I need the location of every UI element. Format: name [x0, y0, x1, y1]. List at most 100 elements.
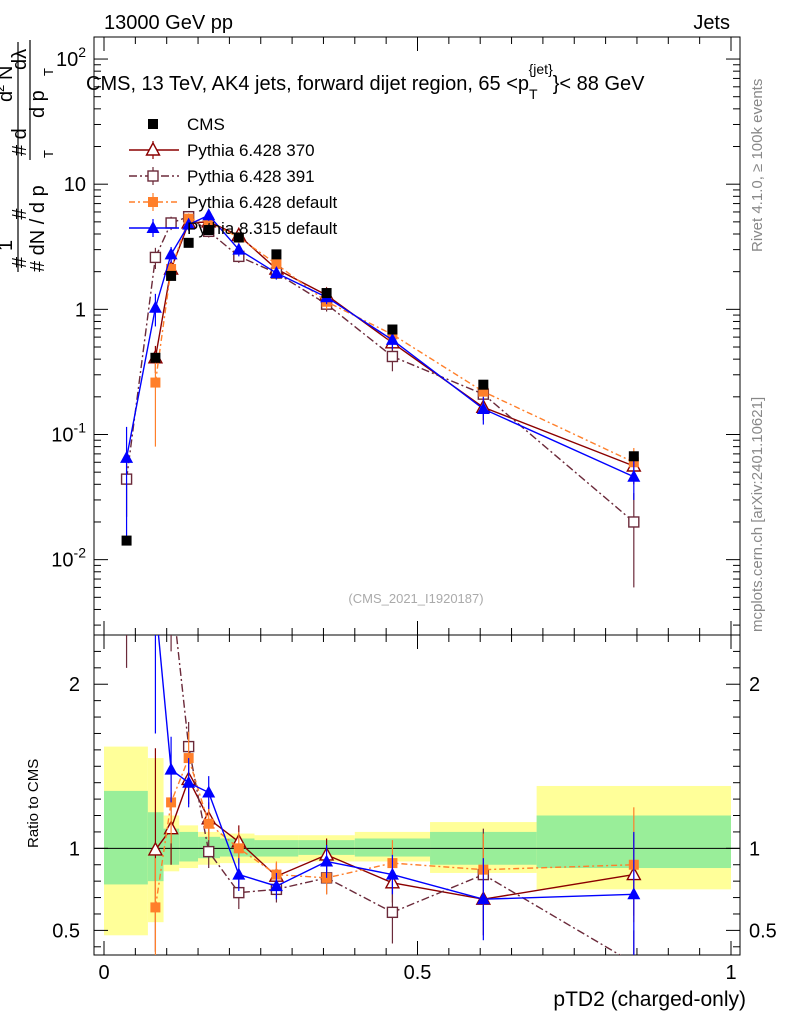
ratio-point-pythia-6-428-391 [386, 906, 399, 919]
ratio-point-pythia-8-315-default [476, 892, 490, 905]
point-pythia-8-315-default [476, 401, 490, 414]
main-ylabel: # [9, 208, 31, 220]
ratio-series [125, 635, 642, 955]
x-axis-label: pTD2 (charged-only) [553, 988, 746, 1011]
series-line-pythia-6-428-391 [125, 215, 635, 523]
point-pythia-6-428-default [478, 386, 489, 397]
x-tick-label: 0 [98, 962, 109, 984]
ylabel-part-t2: T [41, 68, 56, 76]
svg-text:#: # [9, 208, 31, 220]
ratio-point-pythia-6-428-default [233, 843, 244, 854]
point-pythia-6-428-default [203, 216, 214, 227]
watermark: (CMS_2021_I1920187) [348, 591, 483, 606]
legend-marker-pythia-6-428-default [148, 197, 158, 207]
point-pythia-8-315-default [164, 247, 178, 260]
ratio-point-pythia-6-428-391 [203, 845, 215, 858]
band-inner [104, 790, 148, 885]
ratio-point-pythia-8-315-default [627, 887, 641, 900]
main-ylabel-fraction: # 1 # dN / d p T # d d 2 N d p T dλ [0, 40, 56, 272]
point-cms [387, 324, 398, 335]
band-inner [179, 831, 199, 862]
ylabel-part-hash1: # [9, 256, 31, 268]
point-pythia-8-315-default [148, 300, 162, 313]
point-cms [150, 352, 161, 363]
ylabel-hash: # [9, 208, 31, 220]
ylabel-part-den: # dN / d p [27, 185, 49, 272]
header-right: Jets [693, 12, 730, 34]
legend-label-pythia-8-315-default: Pythia 8.315 default [187, 219, 338, 238]
point-cms [233, 232, 244, 243]
title-tail: }< 88 GeV [553, 73, 645, 95]
point-cms [321, 288, 332, 299]
ylabel-part-dp: d p [27, 90, 49, 118]
point-pythia-8-315-default [269, 266, 283, 279]
x-tick-label: 1 [725, 962, 736, 984]
ylabel-part-dden: T [41, 150, 56, 158]
title-sup: {jet} [529, 61, 553, 77]
main-axes: 10-2 10-1 1 10 102 0 0.5 1 [51, 37, 740, 984]
ylabel-part-lam: dλ [9, 49, 31, 70]
ratio-axes: 0.5 0.5 1 1 2 2 [52, 650, 777, 948]
ratio-point-pythia-8-315-default [164, 762, 178, 775]
ylabel-part-one: 1 [0, 240, 17, 251]
mcplots-label: mcplots.cern.ch [arXiv:2401.10621] [749, 397, 766, 632]
ratio-point-pythia-6-428-370 [147, 841, 164, 856]
ratio-ytick-label-right: 1 [749, 838, 760, 860]
ratio-ylabel: Ratio to CMS [25, 759, 42, 848]
point-cms [478, 379, 489, 390]
ratio-point-pythia-6-428-default [203, 818, 214, 829]
ratio-ytick-label: 0.5 [52, 920, 80, 942]
main-ytick-label: 102 [56, 44, 86, 71]
point-pythia-6-428-default [150, 377, 161, 388]
point-cms [183, 237, 194, 248]
point-pythia-8-315-default [232, 242, 246, 255]
point-pythia-8-315-default [627, 469, 641, 482]
point-pythia-8-315-default [182, 217, 196, 230]
ratio-point-pythia-8-315-default [232, 867, 246, 880]
legend: CMS Pythia 6.428 370 Pythia 6.428 391 Pythi… [129, 115, 338, 238]
main-ytick-label: 1 [75, 299, 86, 321]
ratio-point-pythia-8-315-default [182, 775, 196, 788]
main-series [120, 208, 642, 588]
ylabel-part-num: # d [9, 128, 31, 156]
ratio-point-pythia-6-428-default [150, 902, 161, 913]
legend-label-cms: CMS [187, 115, 225, 134]
legend-marker-pythia-8-315-default [146, 221, 160, 233]
point-pythia-6-428-391 [149, 251, 162, 264]
point-cms [166, 270, 177, 281]
ratio-line-pythia-6-428-370 [154, 777, 634, 900]
legend-marker-cms [148, 119, 158, 129]
header-left: 13000 GeV pp [104, 12, 233, 34]
legend-marker-pythia-6-428-370 [145, 141, 161, 156]
ylabel-part-sq: 2 [0, 85, 7, 92]
point-cms [121, 535, 132, 546]
point-pythia-6-428-default [166, 264, 177, 275]
legend-label-pythia-6-428-391: Pythia 6.428 391 [187, 167, 315, 186]
series-line-pythia-6-428-default [154, 217, 635, 463]
point-pythia-8-315-default [120, 450, 134, 463]
point-pythia-6-428-391 [386, 350, 399, 363]
main-ytick-label: 10-1 [51, 419, 86, 446]
title-sub: T [529, 86, 538, 102]
ratio-point-pythia-8-315-default [269, 879, 283, 892]
ratio-ytick-label-right: 0.5 [749, 920, 777, 942]
legend-marker-pythia-6-428-391 [147, 170, 159, 182]
title-main: CMS, 13 TeV, AK4 jets, forward dijet reg… [86, 73, 529, 95]
point-cms [271, 249, 282, 260]
legend-label-pythia-6-428-default: Pythia 6.428 default [187, 193, 338, 212]
legend-label-pythia-6-428-370: Pythia 6.428 370 [187, 141, 315, 160]
point-pythia-8-315-default [202, 208, 216, 221]
ratio-ytick-label: 1 [69, 838, 80, 860]
x-tick-label: 0.5 [404, 962, 432, 984]
point-pythia-8-315-default [385, 332, 399, 345]
point-pythia-6-428-default [271, 259, 282, 270]
ratio-line-pythia-6-428-default [154, 755, 634, 908]
point-pythia-6-428-391 [165, 217, 177, 229]
ratio-point-pythia-8-315-default [202, 785, 216, 798]
ratio-point-pythia-8-315-default [320, 854, 334, 867]
ratio-ytick-label: 2 [69, 674, 80, 696]
main-ytick-label: 10 [64, 174, 86, 196]
ylabel-part-d: d [0, 91, 17, 102]
point-cms [203, 225, 214, 236]
